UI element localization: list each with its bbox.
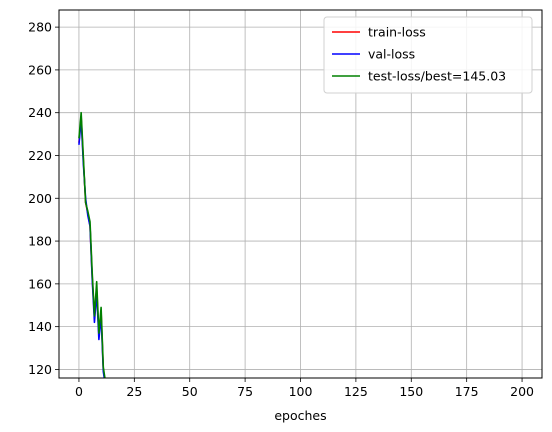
legend-label: train-loss	[368, 25, 426, 40]
y-tick-label: 280	[28, 20, 52, 35]
x-tick-label: 175	[455, 384, 479, 399]
x-tick-label: 150	[399, 384, 423, 399]
y-tick-label: 220	[28, 148, 52, 163]
legend-label: test-loss/best=145.03	[368, 69, 506, 84]
x-tick-label: 50	[182, 384, 198, 399]
x-tick-label: 200	[510, 384, 534, 399]
x-tick-label: 75	[237, 384, 253, 399]
legend: train-loss val-loss test-loss/best=145.03	[323, 16, 533, 94]
x-tick-label: 125	[344, 384, 368, 399]
y-tick-label: 240	[28, 105, 52, 120]
x-tick-label: 25	[126, 384, 142, 399]
x-tick-label: 0	[75, 384, 83, 399]
y-tick-label: 180	[28, 234, 52, 249]
y-tick-label: 140	[28, 319, 52, 334]
x-axis-title: epoches	[274, 408, 326, 423]
series-line-3	[78, 111, 106, 378]
y-tick-label: 260	[28, 62, 52, 77]
axis-ticks: 0 25 50 75 100 125 150 175 200 120 140 160 180 200 220…	[28, 20, 534, 399]
y-tick-label: 160	[28, 276, 52, 291]
legend-label: val-loss	[368, 47, 415, 62]
legend-box	[323, 16, 533, 94]
y-tick-label: 120	[28, 362, 52, 377]
x-tick-label: 100	[289, 384, 313, 399]
y-tick-label: 200	[28, 191, 52, 206]
series-lines	[78, 111, 106, 378]
